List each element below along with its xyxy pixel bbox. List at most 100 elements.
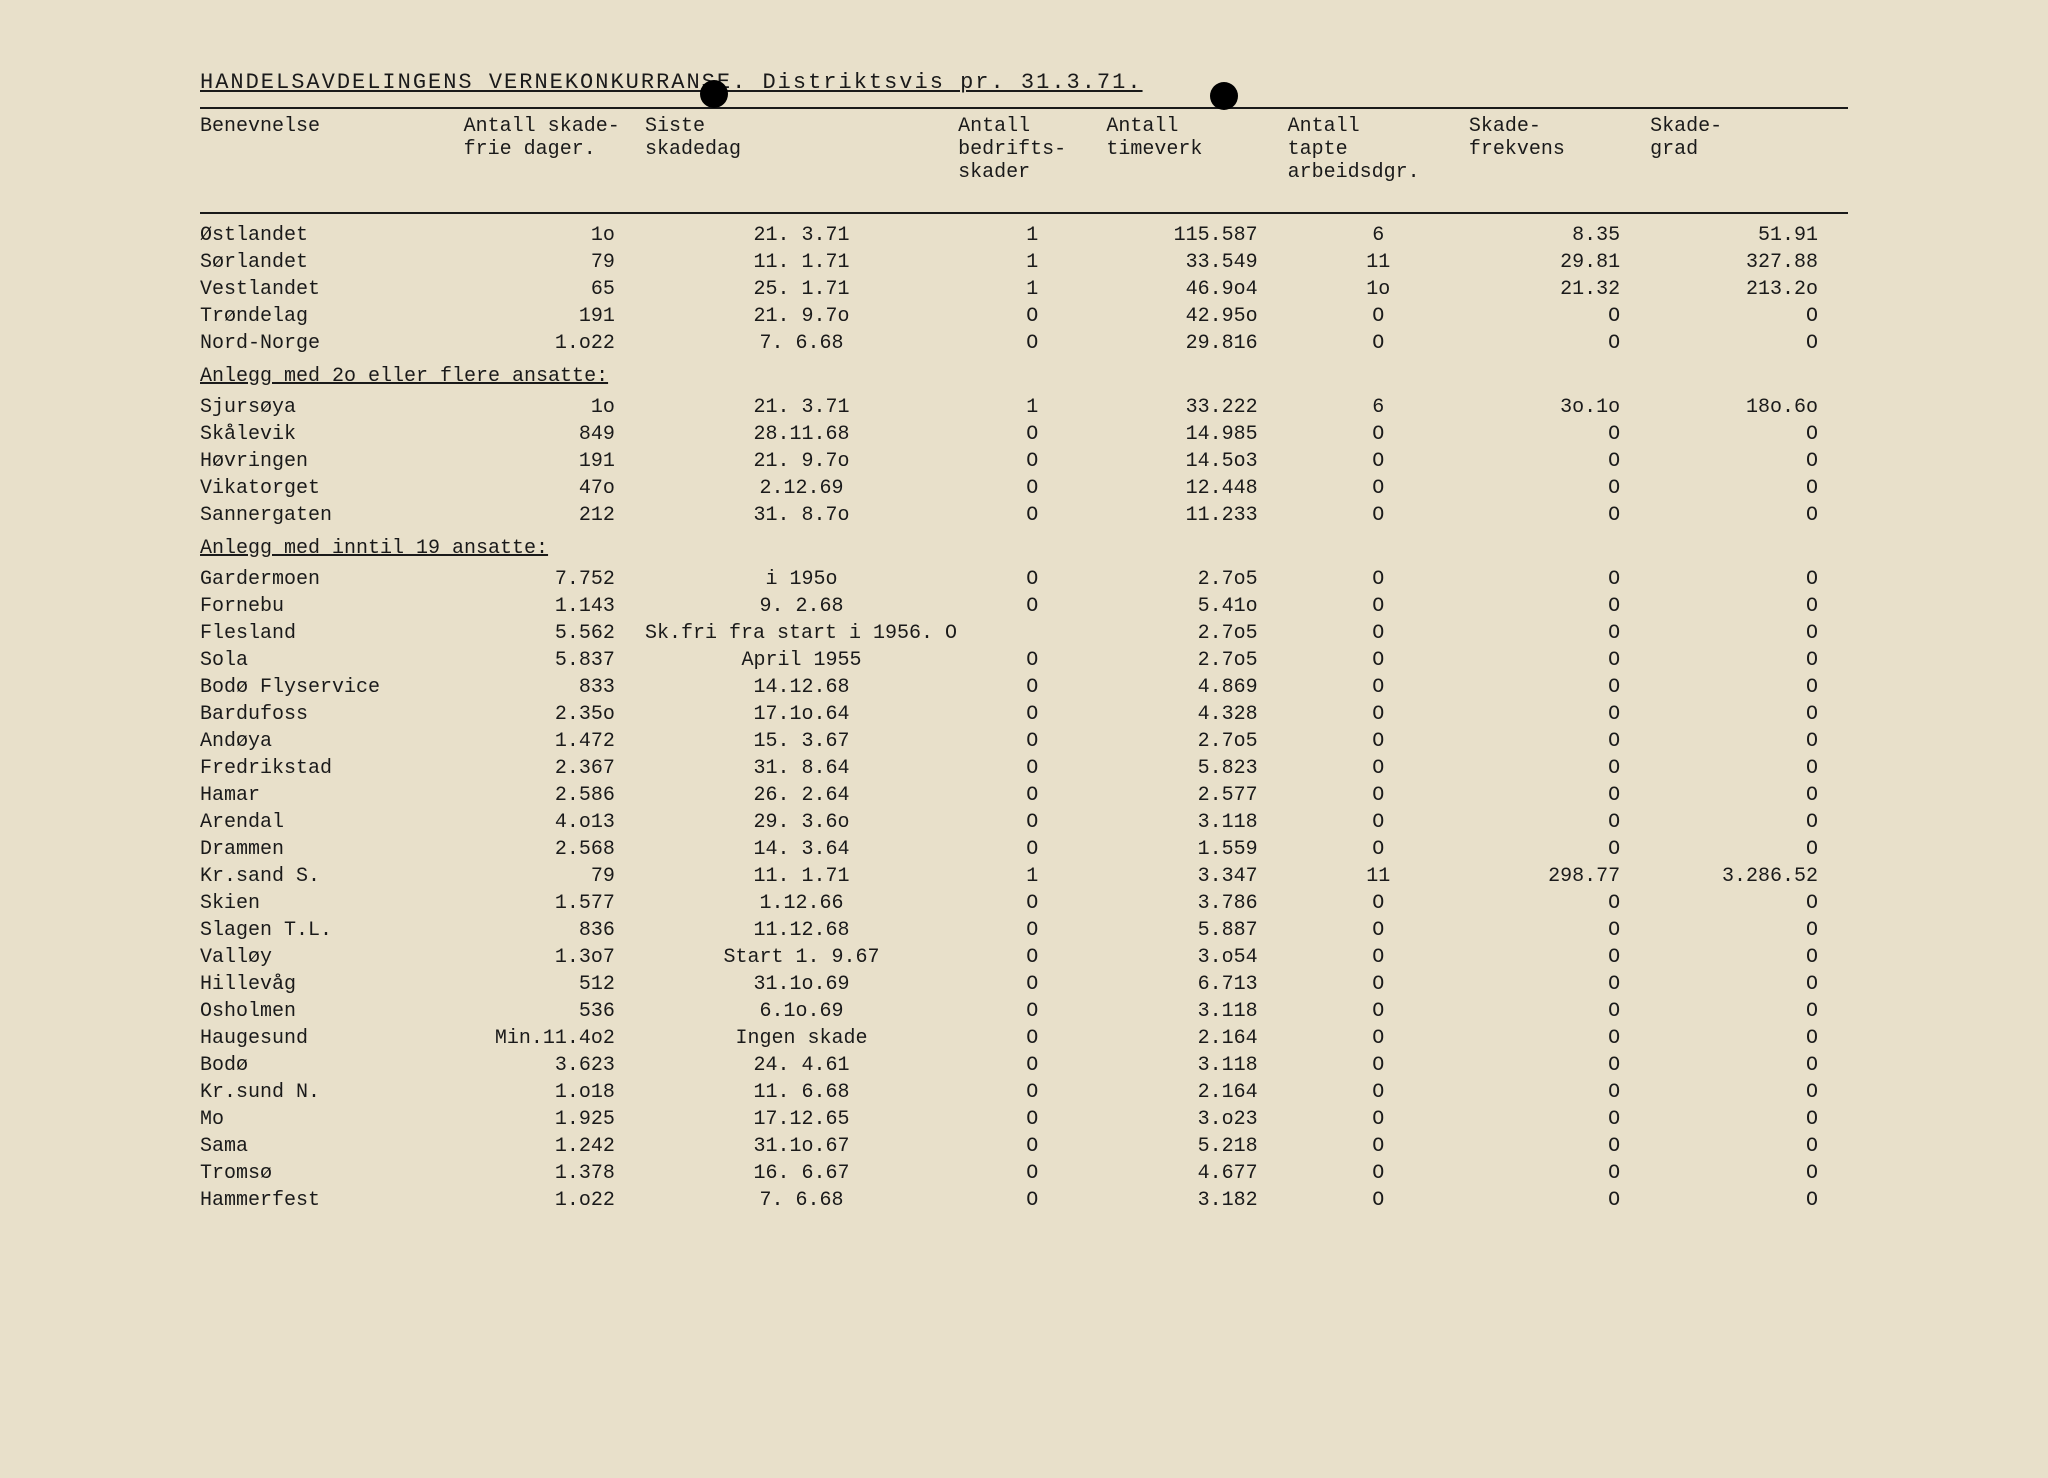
table-cell: O <box>1288 448 1469 475</box>
table-row: Valløy1.3o7Start 1. 9.67O3.o54OOO <box>200 944 1848 971</box>
table-cell: Trøndelag <box>200 303 464 330</box>
table-cell: 17.1o.64 <box>645 701 958 728</box>
table-cell: 1.o22 <box>464 1187 645 1214</box>
table-cell: O <box>1650 674 1848 701</box>
table-row: Vestlandet6525. 1.71146.9o41o21.32213.2o <box>200 276 1848 303</box>
table-cell: O <box>1469 917 1650 944</box>
table-cell: 21. 3.71 <box>645 394 958 421</box>
table-row: Kr.sund N.1.o1811. 6.68O2.164OOO <box>200 1079 1848 1106</box>
table-cell: O <box>1650 701 1848 728</box>
col-header: Antalltaptearbeidsdgr. <box>1288 108 1469 213</box>
table-cell: 3o.1o <box>1469 394 1650 421</box>
table-cell: 2.367 <box>464 755 645 782</box>
table-cell: 29.81 <box>1469 249 1650 276</box>
section-3-body: Gardermoen7.752i 195oO2.7o5OOOFornebu1.1… <box>200 566 1848 1214</box>
table-cell: 11. 1.71 <box>645 249 958 276</box>
table-cell: O <box>1469 475 1650 502</box>
table-cell: O <box>1469 971 1650 998</box>
table-cell: 7.752 <box>464 566 645 593</box>
table-cell: 512 <box>464 971 645 998</box>
table-cell: 42.95o <box>1106 303 1287 330</box>
table-cell: Bodø Flyservice <box>200 674 464 701</box>
table-cell: O <box>1288 1133 1469 1160</box>
table-cell: 1.472 <box>464 728 645 755</box>
table-cell: O <box>1469 701 1650 728</box>
table-cell: O <box>958 809 1106 836</box>
table-cell: O <box>1288 728 1469 755</box>
table-cell: 1.378 <box>464 1160 645 1187</box>
table-cell: 46.9o4 <box>1106 276 1287 303</box>
table-cell: 5.218 <box>1106 1133 1287 1160</box>
table-cell: O <box>958 1160 1106 1187</box>
table-cell: 4.o13 <box>464 809 645 836</box>
table-cell: O <box>1288 836 1469 863</box>
table-cell: O <box>1469 998 1650 1025</box>
table-row: Bodø Flyservice83314.12.68O4.869OOO <box>200 674 1848 701</box>
table-cell: O <box>1469 1079 1650 1106</box>
table-cell: 21. 9.7o <box>645 448 958 475</box>
table-header-row: Benevnelse Antall skade-frie dager. Sist… <box>200 108 1848 213</box>
table-cell: 14.5o3 <box>1106 448 1287 475</box>
table-cell: 213.2o <box>1650 276 1848 303</box>
table-cell: O <box>1650 944 1848 971</box>
table-cell: O <box>958 647 1106 674</box>
table-cell: O <box>1650 502 1848 529</box>
table-cell: 1.559 <box>1106 836 1287 863</box>
table-cell: 2.7o5 <box>1106 647 1287 674</box>
table-cell: O <box>1650 755 1848 782</box>
table-cell: 2.12.69 <box>645 475 958 502</box>
table-cell: Andøya <box>200 728 464 755</box>
table-row: Bardufoss2.35o17.1o.64O4.328OOO <box>200 701 1848 728</box>
table-row: Hamar2.58626. 2.64O2.577OOO <box>200 782 1848 809</box>
table-cell: 3.o54 <box>1106 944 1287 971</box>
table-cell: O <box>1469 421 1650 448</box>
table-cell: O <box>1650 593 1848 620</box>
table-row: Drammen2.56814. 3.64O1.559OOO <box>200 836 1848 863</box>
table-cell: O <box>1469 303 1650 330</box>
table-cell: O <box>958 755 1106 782</box>
table-cell: 4.869 <box>1106 674 1287 701</box>
col-header: Skade-frekvens <box>1469 108 1650 213</box>
table-cell: O <box>1469 836 1650 863</box>
table-cell: O <box>1469 674 1650 701</box>
table-cell: Hillevåg <box>200 971 464 998</box>
table-cell: O <box>1650 917 1848 944</box>
table-cell: O <box>1469 1187 1650 1214</box>
table-cell: 3.o23 <box>1106 1106 1287 1133</box>
table-cell: O <box>1288 647 1469 674</box>
table-cell: 1 <box>958 249 1106 276</box>
table-cell: 6 <box>1288 213 1469 249</box>
table-cell: Arendal <box>200 809 464 836</box>
table-cell: 3.118 <box>1106 1052 1287 1079</box>
table-cell: Fredrikstad <box>200 755 464 782</box>
table-row: Arendal4.o1329. 3.6oO3.118OOO <box>200 809 1848 836</box>
table-cell: 1.o22 <box>464 330 645 357</box>
table-cell: Bardufoss <box>200 701 464 728</box>
table-cell: 1.o18 <box>464 1079 645 1106</box>
table-cell: O <box>1650 566 1848 593</box>
table-row: Høvringen19121. 9.7oO14.5o3OOO <box>200 448 1848 475</box>
table-cell: Start 1. 9.67 <box>645 944 958 971</box>
table-cell: Tromsø <box>200 1160 464 1187</box>
table-cell: O <box>958 917 1106 944</box>
table-cell: O <box>1288 1079 1469 1106</box>
table-cell: O <box>1650 1133 1848 1160</box>
table-cell: O <box>1288 809 1469 836</box>
table-cell: Bodø <box>200 1052 464 1079</box>
table-cell: O <box>958 330 1106 357</box>
punch-hole-icon <box>1210 82 1238 110</box>
table-cell: O <box>1469 330 1650 357</box>
table-cell: Kr.sund N. <box>200 1079 464 1106</box>
table-cell: 849 <box>464 421 645 448</box>
table-cell: O <box>1650 836 1848 863</box>
table-cell: 9. 2.68 <box>645 593 958 620</box>
table-cell: 16. 6.67 <box>645 1160 958 1187</box>
table-cell: 1.143 <box>464 593 645 620</box>
table-cell: O <box>1469 755 1650 782</box>
table-row: HaugesundMin.11.4o2Ingen skadeO2.164OOO <box>200 1025 1848 1052</box>
table-cell: O <box>1469 1025 1650 1052</box>
table-cell: Nord-Norge <box>200 330 464 357</box>
table-cell: 7. 6.68 <box>645 330 958 357</box>
table-cell: O <box>1288 674 1469 701</box>
table-cell: O <box>1650 421 1848 448</box>
